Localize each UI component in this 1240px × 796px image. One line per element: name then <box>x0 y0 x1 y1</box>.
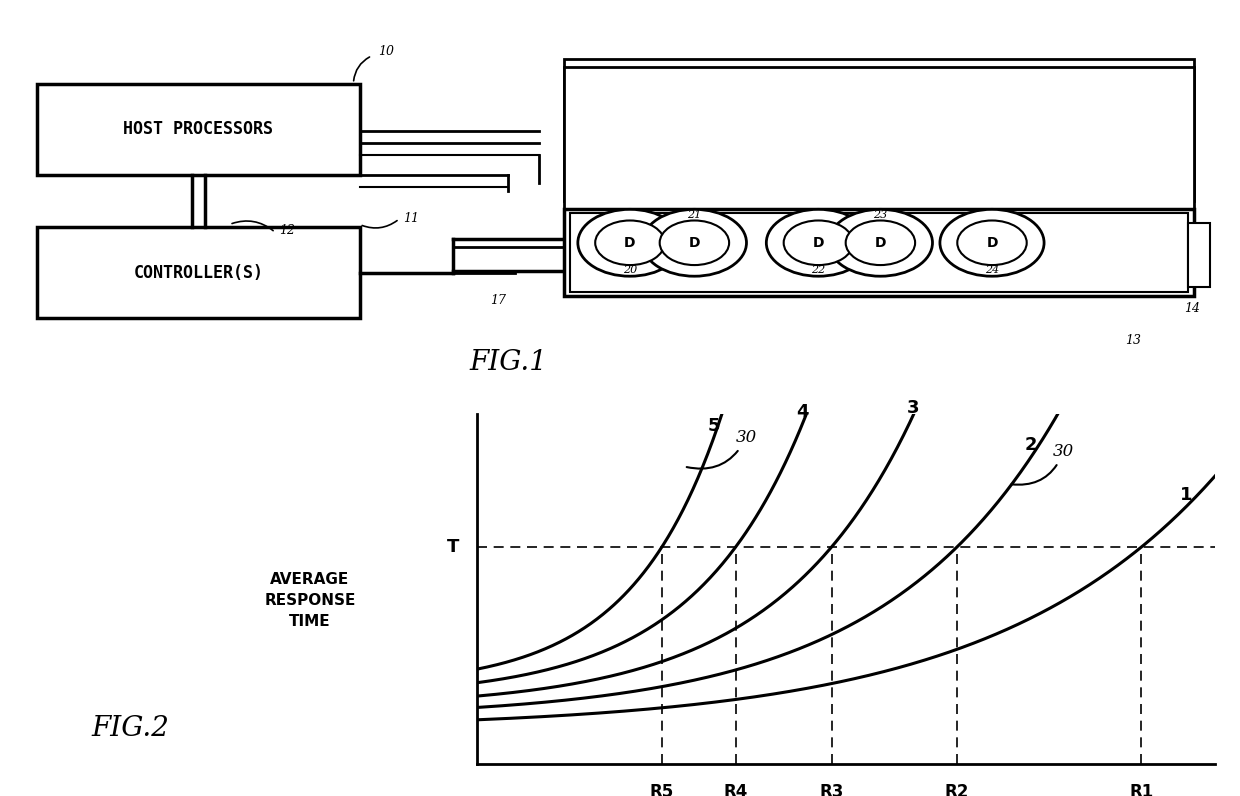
Text: 17: 17 <box>490 295 506 307</box>
Text: HOST PROCESSORS: HOST PROCESSORS <box>124 120 273 139</box>
Text: 2: 2 <box>1024 436 1037 454</box>
Bar <box>564 67 1194 209</box>
Text: 23: 23 <box>873 210 888 220</box>
Circle shape <box>957 220 1027 265</box>
Text: D: D <box>812 236 825 250</box>
Text: R2: R2 <box>945 783 970 796</box>
Bar <box>37 227 360 318</box>
Circle shape <box>578 209 682 276</box>
Text: R1: R1 <box>1130 783 1153 796</box>
Text: D: D <box>986 236 998 250</box>
Circle shape <box>642 209 746 276</box>
Text: 4: 4 <box>796 404 808 421</box>
Text: 20: 20 <box>622 265 637 275</box>
Text: 10: 10 <box>378 45 394 58</box>
Circle shape <box>940 209 1044 276</box>
Text: R5: R5 <box>650 783 675 796</box>
Text: FIG.2: FIG.2 <box>92 715 169 742</box>
Text: 24: 24 <box>985 265 999 275</box>
Text: 15: 15 <box>1190 272 1207 285</box>
Bar <box>1188 223 1210 287</box>
Bar <box>37 84 360 175</box>
Text: D: D <box>624 236 636 250</box>
Text: 30: 30 <box>1012 443 1074 485</box>
Text: 13: 13 <box>1125 334 1141 347</box>
Circle shape <box>846 220 915 265</box>
Text: 5: 5 <box>707 417 719 435</box>
Bar <box>564 59 1194 201</box>
Text: 21: 21 <box>687 210 702 220</box>
Text: CONTROLLER(S): CONTROLLER(S) <box>134 263 263 282</box>
Text: 3: 3 <box>906 400 919 417</box>
Circle shape <box>660 220 729 265</box>
Text: 1: 1 <box>1179 486 1192 504</box>
Text: R4: R4 <box>723 783 748 796</box>
Circle shape <box>595 220 665 265</box>
Circle shape <box>766 209 870 276</box>
Bar <box>564 209 1194 296</box>
Bar <box>570 213 1188 292</box>
Text: D: D <box>688 236 701 250</box>
Circle shape <box>828 209 932 276</box>
Text: FIG.1: FIG.1 <box>470 349 547 376</box>
Text: AVERAGE
RESPONSE
TIME: AVERAGE RESPONSE TIME <box>264 572 356 630</box>
Text: 11: 11 <box>403 213 419 225</box>
Text: 22: 22 <box>811 265 826 275</box>
Text: 30: 30 <box>687 429 756 469</box>
Text: R3: R3 <box>820 783 843 796</box>
Circle shape <box>784 220 853 265</box>
Text: 12: 12 <box>279 224 295 237</box>
Text: T: T <box>446 538 459 556</box>
Text: 14: 14 <box>1184 302 1200 315</box>
Text: D: D <box>874 236 887 250</box>
